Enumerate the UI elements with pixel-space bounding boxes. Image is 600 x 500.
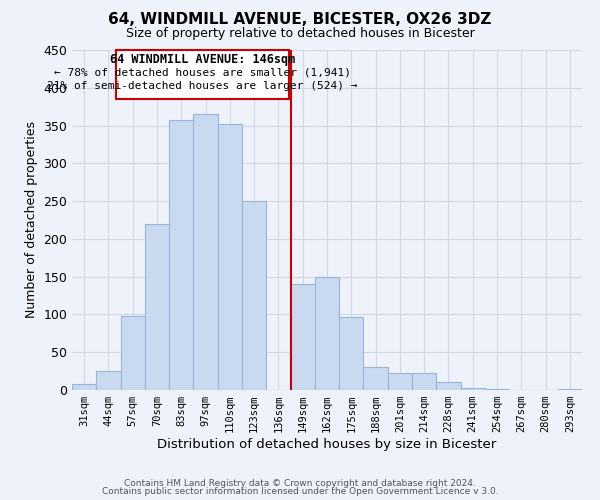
Bar bbox=[461, 388, 485, 390]
Bar bbox=[485, 389, 509, 390]
Bar bbox=[290, 284, 315, 390]
Bar bbox=[242, 201, 266, 390]
Bar bbox=[169, 120, 193, 390]
Text: Contains HM Land Registry data © Crown copyright and database right 2024.: Contains HM Land Registry data © Crown c… bbox=[124, 478, 476, 488]
X-axis label: Distribution of detached houses by size in Bicester: Distribution of detached houses by size … bbox=[157, 438, 497, 451]
Bar bbox=[218, 124, 242, 390]
Bar bbox=[412, 374, 436, 390]
Text: 21% of semi-detached houses are larger (524) →: 21% of semi-detached houses are larger (… bbox=[47, 80, 358, 90]
Text: Contains public sector information licensed under the Open Government Licence v : Contains public sector information licen… bbox=[101, 487, 499, 496]
Text: ← 78% of detached houses are smaller (1,941): ← 78% of detached houses are smaller (1,… bbox=[54, 68, 351, 78]
Bar bbox=[193, 114, 218, 390]
Bar bbox=[96, 371, 121, 390]
Bar bbox=[315, 278, 339, 390]
Bar bbox=[436, 382, 461, 390]
Bar bbox=[121, 316, 145, 390]
Bar bbox=[388, 374, 412, 390]
FancyBboxPatch shape bbox=[116, 50, 289, 99]
Text: 64 WINDMILL AVENUE: 146sqm: 64 WINDMILL AVENUE: 146sqm bbox=[110, 52, 295, 66]
Bar bbox=[145, 224, 169, 390]
Bar bbox=[72, 384, 96, 390]
Y-axis label: Number of detached properties: Number of detached properties bbox=[25, 122, 38, 318]
Bar bbox=[364, 368, 388, 390]
Bar bbox=[558, 389, 582, 390]
Text: 64, WINDMILL AVENUE, BICESTER, OX26 3DZ: 64, WINDMILL AVENUE, BICESTER, OX26 3DZ bbox=[109, 12, 491, 28]
Bar bbox=[339, 316, 364, 390]
Text: Size of property relative to detached houses in Bicester: Size of property relative to detached ho… bbox=[125, 28, 475, 40]
